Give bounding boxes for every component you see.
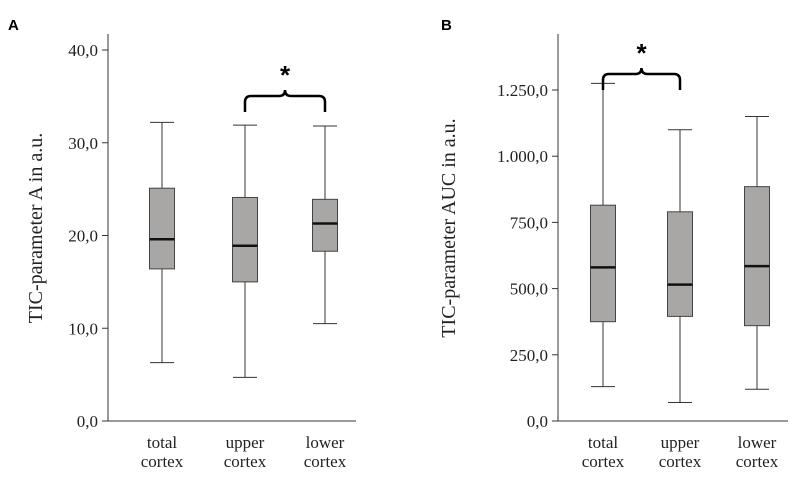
panel-b-y-tick-label: 1.250,0 xyxy=(497,81,548,100)
panel-a-category-label: lower xyxy=(306,433,345,452)
panel-b-y-tick-label: 750,0 xyxy=(510,213,548,232)
panel-a-box xyxy=(312,198,338,252)
panel-b-category-label: upper xyxy=(661,433,700,452)
panel-b-category-label: cortex xyxy=(736,452,779,471)
panel-b-box xyxy=(667,211,693,317)
panel-b-significance-star: * xyxy=(636,38,647,68)
panel-b-y-tick-label: 1.000,0 xyxy=(497,147,548,166)
panel-b-category-label: lower xyxy=(738,433,777,452)
panel-b-y-tick-label: 500,0 xyxy=(510,280,548,299)
panel-b-y-axis-title: TIC-parameter AUC in a.u. xyxy=(438,118,460,337)
panel-b-category-label: total xyxy=(588,433,618,452)
panel-b-category-label: cortex xyxy=(659,452,702,471)
panel-a-category-label: cortex xyxy=(224,452,267,471)
panel-a-y-tick-label: 40,0 xyxy=(68,41,98,60)
panel-a-significance-star: * xyxy=(280,60,291,90)
panel-a-box xyxy=(149,187,175,270)
panel-a-y-tick-label: 10,0 xyxy=(68,319,98,338)
panel-b-y-tick-label: 250,0 xyxy=(510,346,548,365)
panel-a-y-tick-label: 0,0 xyxy=(77,412,98,431)
panel-a-y-axis-title: TIC-parameter A in a.u. xyxy=(25,133,47,324)
panel-a-significance-bracket xyxy=(243,89,327,112)
panel-a-y-tick-label: 30,0 xyxy=(68,134,98,153)
panel-a-y-tick-label: 20,0 xyxy=(68,227,98,246)
panel-a-box xyxy=(232,196,258,283)
panel-a-category-label: upper xyxy=(226,433,265,452)
panel-b-box xyxy=(744,186,770,327)
panel-a-label: A xyxy=(8,17,19,34)
panel-b-significance-bracket xyxy=(601,67,682,90)
panel-b-label: B xyxy=(441,17,452,34)
panel-a-category-label: cortex xyxy=(141,452,184,471)
panel-a-category-label: cortex xyxy=(304,452,347,471)
panel-a-category-label: total xyxy=(147,433,177,452)
panel-b-y-tick-label: 0,0 xyxy=(527,412,548,431)
panel-b-category-label: cortex xyxy=(582,452,625,471)
panel-b-box xyxy=(590,204,616,323)
